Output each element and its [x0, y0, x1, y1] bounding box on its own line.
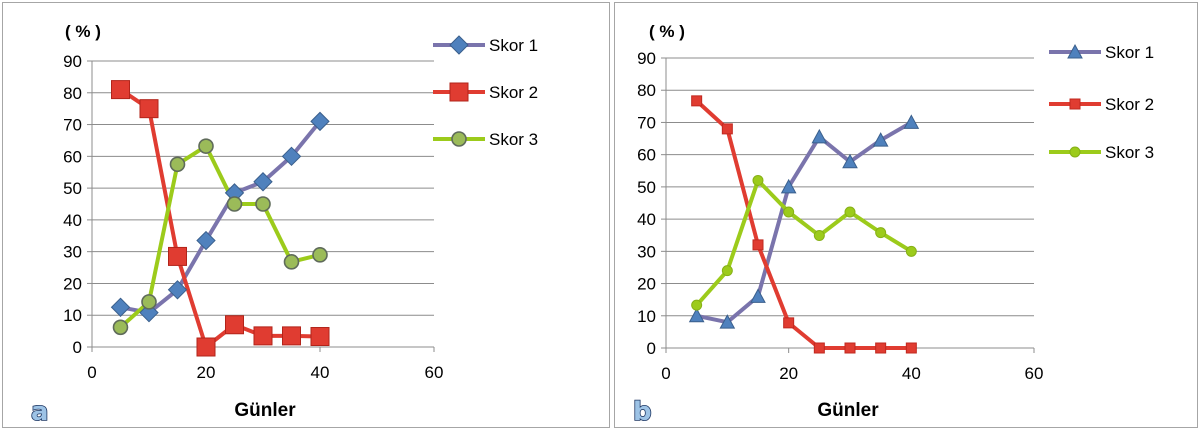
- y-tick-label: 80: [63, 84, 82, 103]
- data-point: [875, 342, 887, 354]
- y-tick-label: 70: [637, 113, 656, 132]
- data-point: [112, 319, 129, 336]
- data-point: [905, 342, 917, 354]
- data-point: [842, 153, 858, 169]
- data-point: [780, 178, 797, 194]
- data-point: [168, 246, 187, 266]
- chart-b-svg: ( % ) Günler b 0 10 20 30 40 50 60 70 80 90 0 20 40 6…: [632, 22, 1154, 428]
- data-point: [813, 230, 825, 242]
- legend-label: Skor 1: [1105, 43, 1154, 62]
- data-point: [253, 326, 273, 346]
- panel-label: b: [633, 397, 652, 427]
- legend-label: Skor 2: [489, 83, 538, 102]
- unit-label: ( % ): [65, 22, 101, 41]
- y-tick-label: 40: [63, 211, 82, 230]
- legend-marker: [451, 131, 467, 147]
- data-point: [139, 99, 159, 119]
- x-tick-label: 60: [425, 363, 444, 382]
- y-tick-label: 50: [637, 178, 656, 197]
- data-point: [110, 297, 131, 317]
- data-point: [905, 245, 917, 257]
- legend-marker: [1069, 146, 1081, 158]
- legend-label: Skor 3: [1105, 143, 1154, 162]
- y-tick-label: 90: [637, 49, 656, 68]
- data-point: [783, 317, 795, 329]
- series-line: [695, 178, 913, 307]
- data-point: [281, 146, 302, 167]
- y-tick-label: 0: [647, 339, 656, 358]
- data-point: [310, 111, 330, 132]
- data-point: [783, 206, 795, 218]
- y-tick-label: 20: [63, 274, 82, 293]
- series-line: [119, 144, 321, 329]
- data-point: [688, 307, 705, 323]
- y-tick-label: 60: [637, 146, 656, 165]
- legend-label: Skor 2: [1105, 95, 1154, 114]
- y-tick-label: 30: [637, 242, 656, 261]
- data-point: [844, 342, 856, 354]
- x-tick-label: 20: [779, 364, 798, 383]
- x-tick-label: 0: [87, 363, 96, 382]
- unit-label: ( % ): [649, 22, 685, 41]
- data-point: [721, 123, 733, 135]
- y-tick-label: 30: [63, 243, 82, 262]
- data-point: [721, 265, 733, 277]
- data-point: [844, 206, 856, 218]
- legend-label: Skor 3: [489, 130, 538, 149]
- chart-panel-b: ( % ) Günler b 0 10 20 30 40 50 60 70 80 90 0 20 40 6…: [614, 2, 1198, 428]
- data-point: [255, 196, 271, 212]
- y-tick-label: 10: [637, 307, 656, 326]
- data-point: [141, 294, 157, 310]
- data-point: [752, 239, 764, 251]
- x-tick-label: 60: [1025, 364, 1044, 383]
- x-tick-label: 20: [197, 363, 216, 382]
- data-point: [253, 172, 273, 192]
- data-point: [312, 247, 328, 263]
- legend-marker: [449, 82, 469, 102]
- x-axis-label: Günler: [234, 400, 296, 421]
- gridlines: [666, 57, 1034, 317]
- data-point: [310, 327, 330, 347]
- x-axis-label: Günler: [817, 400, 879, 421]
- panel-label: a: [31, 397, 49, 427]
- legend-marker: [1069, 98, 1081, 110]
- chart-a-svg: ( % ) Günler a 0 10 20 30 40 50 60 70 80 90 0 20 40 6…: [30, 22, 538, 428]
- data-point: [691, 95, 703, 107]
- data-point: [111, 80, 130, 100]
- y-tick-label: 60: [63, 147, 82, 166]
- y-tick-label: 90: [63, 52, 82, 71]
- y-tick-label: 20: [637, 275, 656, 294]
- y-tick-label: 40: [637, 210, 656, 229]
- legend-label: Skor 1: [489, 36, 538, 55]
- data-point: [283, 254, 300, 270]
- y-tick-label: 70: [63, 116, 82, 135]
- x-tick-label: 0: [661, 364, 670, 383]
- data-point: [225, 315, 244, 335]
- y-tick-label: 0: [73, 338, 82, 357]
- data-point: [903, 114, 920, 129]
- data-point: [167, 280, 188, 300]
- x-tick-label: 40: [902, 364, 921, 383]
- y-tick-label: 10: [63, 306, 82, 325]
- legend-marker: [449, 35, 469, 55]
- data-point: [169, 156, 186, 173]
- data-point: [811, 128, 828, 144]
- data-point: [282, 326, 301, 346]
- data-point: [750, 288, 766, 303]
- data-point: [752, 174, 764, 186]
- data-point: [719, 314, 736, 329]
- data-point: [198, 138, 214, 154]
- data-point: [875, 227, 887, 239]
- data-point: [691, 299, 703, 311]
- legend-marker: [1067, 43, 1083, 59]
- data-point: [196, 230, 216, 251]
- chart-panel-a: ( % ) Günler a 0 10 20 30 40 50 60 70 80 90 0 20 40 6…: [2, 2, 610, 428]
- data-point: [872, 132, 889, 147]
- x-tick-label: 40: [311, 363, 330, 382]
- data-point: [226, 196, 243, 212]
- data-point: [196, 337, 216, 357]
- data-point: [813, 342, 825, 354]
- y-tick-label: 50: [63, 179, 82, 198]
- y-tick-label: 80: [637, 81, 656, 100]
